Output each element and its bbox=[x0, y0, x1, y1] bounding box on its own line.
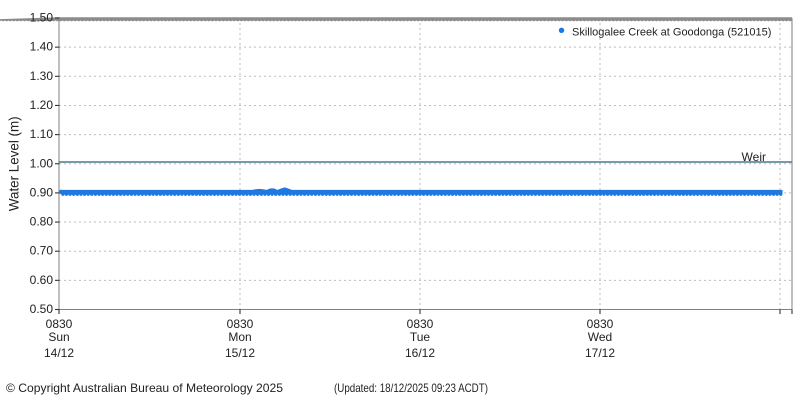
svg-text:1.10: 1.10 bbox=[30, 127, 54, 141]
svg-text:0830: 0830 bbox=[407, 317, 434, 331]
svg-text:0830: 0830 bbox=[46, 317, 73, 331]
svg-text:1.40: 1.40 bbox=[30, 40, 54, 54]
svg-text:0.50: 0.50 bbox=[30, 302, 54, 316]
svg-text:© Copyright Australian Bureau: © Copyright Australian Bureau of Meteoro… bbox=[6, 381, 283, 395]
svg-text:17/12: 17/12 bbox=[585, 346, 615, 360]
svg-text:Mon: Mon bbox=[228, 330, 251, 344]
svg-text:1.50: 1.50 bbox=[30, 11, 54, 25]
svg-text:0830: 0830 bbox=[587, 317, 614, 331]
svg-text:Weir: Weir bbox=[742, 150, 766, 164]
svg-text:14/12: 14/12 bbox=[44, 346, 74, 360]
svg-text:0.70: 0.70 bbox=[30, 244, 54, 258]
svg-text:1.30: 1.30 bbox=[30, 69, 54, 83]
svg-text:0.90: 0.90 bbox=[30, 185, 54, 199]
svg-text:Tue: Tue bbox=[410, 330, 431, 344]
svg-text:1.00: 1.00 bbox=[30, 156, 54, 170]
svg-text:(Updated: 18/12/2025 09:23 ACD: (Updated: 18/12/2025 09:23 ACDT) bbox=[334, 381, 488, 395]
svg-text:Skillogalee Creek at Goodonga: Skillogalee Creek at Goodonga (521015) bbox=[572, 27, 771, 39]
svg-text:0.80: 0.80 bbox=[30, 215, 54, 229]
svg-text:0830: 0830 bbox=[227, 317, 254, 331]
svg-text:16/12: 16/12 bbox=[405, 346, 435, 360]
svg-text:Wed: Wed bbox=[588, 330, 612, 344]
svg-text:0.60: 0.60 bbox=[30, 273, 54, 287]
svg-text:Water Level (m): Water Level (m) bbox=[7, 116, 22, 211]
svg-text:1.20: 1.20 bbox=[30, 98, 54, 112]
svg-text:Sun: Sun bbox=[48, 330, 69, 344]
svg-text:15/12: 15/12 bbox=[225, 346, 255, 360]
